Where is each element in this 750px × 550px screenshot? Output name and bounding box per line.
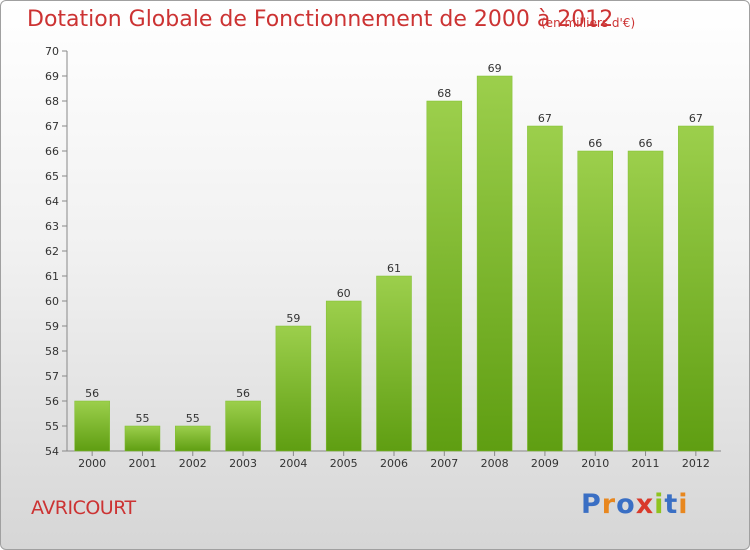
x-tick-label: 2008: [481, 457, 509, 470]
y-tick-label: 59: [45, 320, 59, 333]
logo-letter: i: [678, 489, 689, 520]
bar-value-label: 56: [236, 387, 250, 400]
x-tick-label: 2009: [531, 457, 559, 470]
chart-subtitle: (en milliers d'€): [541, 16, 636, 30]
y-tick-label: 60: [45, 295, 59, 308]
bar-value-label: 56: [85, 387, 99, 400]
bar-value-label: 66: [588, 137, 602, 150]
y-tick-label: 61: [45, 270, 59, 283]
x-tick-label: 2012: [682, 457, 710, 470]
y-tick-label: 63: [45, 220, 59, 233]
x-tick-label: 2002: [179, 457, 207, 470]
y-tick-label: 54: [45, 445, 59, 458]
y-tick-label: 58: [45, 345, 59, 358]
x-tick-label: 2007: [430, 457, 458, 470]
bar-2003: [225, 400, 261, 452]
bar-value-label: 55: [135, 412, 149, 425]
town-name: AVRICOURT: [31, 497, 136, 519]
x-tick-label: 2011: [632, 457, 660, 470]
proxiti-logo[interactable]: Proxiti: [581, 489, 689, 520]
x-tick-label: 2005: [330, 457, 358, 470]
bar-value-label: 67: [689, 112, 703, 125]
bar-2002: [175, 425, 211, 452]
bar-2000: [74, 400, 110, 452]
y-tick-label: 66: [45, 145, 59, 158]
y-tick-label: 70: [45, 45, 59, 58]
y-tick-label: 67: [45, 120, 59, 133]
logo-letter: o: [616, 489, 636, 520]
y-tick-label: 57: [45, 370, 59, 383]
x-tick-label: 2006: [380, 457, 408, 470]
y-tick-label: 65: [45, 170, 59, 183]
y-tick-label: 55: [45, 420, 59, 433]
x-tick-label: 2010: [581, 457, 609, 470]
axes: 54 55 56 57 58 59 60 61 62 63 64 65 66 67 68 69 70 2000 20…: [45, 45, 721, 470]
logo-letter: t: [664, 489, 679, 520]
y-tick-label: 64: [45, 195, 59, 208]
logo-letter: r: [601, 489, 617, 520]
bar-value-label: 55: [186, 412, 200, 425]
bar-2007: [426, 100, 463, 452]
bar-value-label: 61: [387, 262, 401, 275]
x-tick-label: 2003: [229, 457, 257, 470]
bar-2006: [376, 275, 412, 452]
chart-title: Dotation Globale de Fonctionnement de 20…: [27, 7, 614, 32]
bar-value-label: 68: [437, 87, 451, 100]
bar-2001: [124, 425, 161, 452]
logo-letter: x: [635, 489, 655, 520]
y-tick-label: 69: [45, 70, 59, 83]
x-tick-label: 2000: [78, 457, 106, 470]
bar-value-label: 67: [538, 112, 552, 125]
bar-value-label: 66: [639, 137, 653, 150]
bar-2008: [476, 75, 513, 452]
y-tick-label: 62: [45, 245, 59, 258]
bar-labels: 56 55 55 56 59 60 61 68 69 67 66 66 67: [85, 62, 703, 425]
bar-value-label: 69: [488, 62, 502, 75]
logo-letter: P: [581, 489, 602, 520]
y-tick-label: 56: [45, 395, 59, 408]
x-tick-label: 2001: [128, 457, 156, 470]
bar-2012: [678, 125, 714, 452]
y-tick-label: 68: [45, 95, 59, 108]
bar-2005: [325, 300, 362, 452]
bar-2010: [577, 150, 613, 452]
x-tick-label: 2004: [279, 457, 307, 470]
bar-2011: [627, 150, 664, 452]
bar-2009: [527, 125, 563, 452]
bar-value-label: 60: [337, 287, 351, 300]
bar-2004: [275, 325, 312, 452]
bar-value-label: 59: [286, 312, 300, 325]
logo-letter: i: [654, 489, 665, 520]
bars: [74, 75, 714, 452]
